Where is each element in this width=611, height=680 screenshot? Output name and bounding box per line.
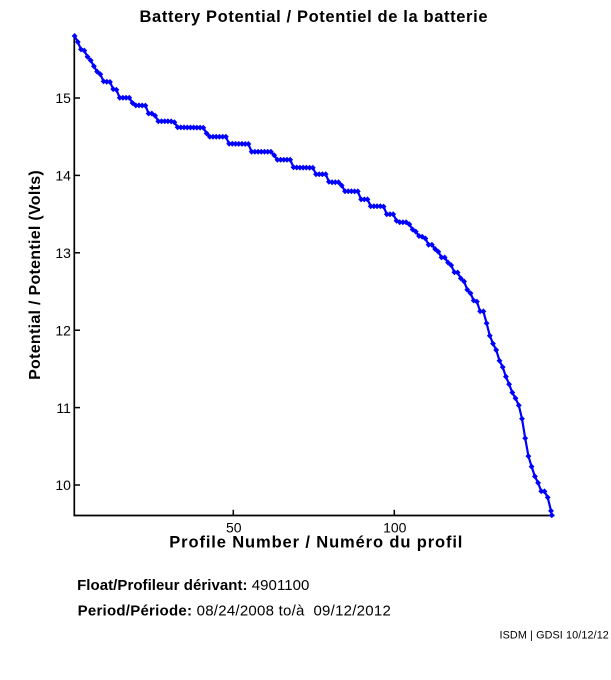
svg-text:Profile Number / Numéro du pro: Profile Number / Numéro du profil	[169, 534, 463, 552]
svg-text:13: 13	[55, 245, 71, 261]
svg-text:ISDM | GDSI 10/12/12: ISDM | GDSI 10/12/12	[500, 629, 609, 641]
svg-text:11: 11	[56, 400, 71, 416]
svg-text:12: 12	[55, 322, 71, 338]
svg-text:Potential / Potentiel (Volts): Potential / Potentiel (Volts)	[27, 170, 44, 380]
svg-text:100: 100	[383, 519, 407, 535]
svg-text:14: 14	[55, 168, 71, 184]
svg-text:Battery Potential / Potentiel: Battery Potential / Potentiel de la batt…	[140, 8, 489, 26]
svg-text:Period/Période: 08/24/2008 to/: Period/Période: 08/24/2008 to/à 09/12/20…	[78, 602, 391, 619]
svg-text:50: 50	[226, 519, 242, 535]
svg-text:15: 15	[55, 90, 71, 106]
svg-text:10: 10	[55, 477, 71, 493]
svg-text:Float/Profileur dérivant: 4901: Float/Profileur dérivant: 4901100	[77, 577, 309, 594]
